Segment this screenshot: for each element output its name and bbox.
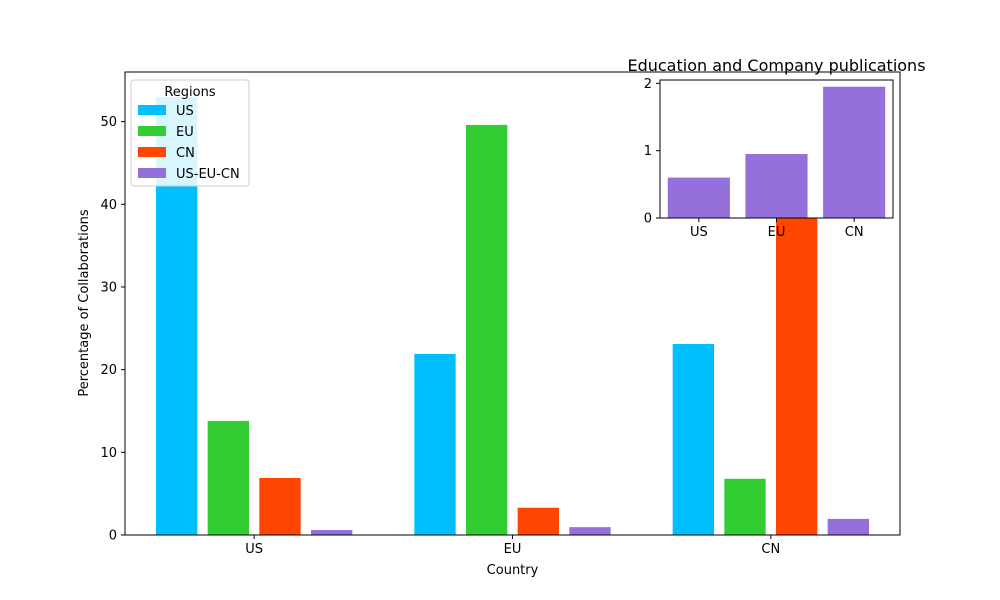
legend-swatch-us (138, 105, 166, 115)
inset-y-tick-label: 2 (644, 77, 652, 92)
main-x-axis-label: Country (487, 563, 539, 578)
main-y-axis-label: Percentage of Collaborations (77, 209, 92, 397)
legend: Regions US EU CN US-EU-CN (130, 79, 250, 187)
main-y-tick-label: 30 (100, 280, 117, 295)
inset-x-tick-label: EU (768, 225, 786, 240)
main-bar-eu-eu (466, 124, 508, 535)
legend-swatch-us-eu-cn (138, 168, 166, 178)
main-bar-cn-us (259, 477, 301, 535)
inset-y-tick-label: 0 (644, 212, 652, 227)
inset-bar-us-eu-cn-us (667, 177, 730, 218)
legend-label-cn: CN (176, 146, 195, 161)
main-bar-cn-eu (517, 507, 559, 535)
main-bar-us-cn (672, 344, 714, 535)
inset-bar-us-eu-cn-cn (823, 86, 886, 218)
legend-label-us: US (176, 104, 194, 119)
inset-chart-title: Education and Company publications (627, 56, 925, 75)
legend-label-us-eu-cn: US-EU-CN (176, 167, 240, 182)
legend-label-eu: EU (176, 125, 194, 140)
inset-y-tick-label: 1 (644, 144, 652, 159)
main-y-tick-label: 50 (100, 115, 117, 130)
main-y-tick-label: 20 (100, 363, 117, 378)
inset-x-tick-label: US (690, 225, 708, 240)
main-bar-us-eu-cn-cn (827, 518, 869, 535)
legend-swatch-eu (138, 126, 166, 136)
main-x-tick-label: EU (504, 542, 522, 557)
main-x-tick-label: CN (761, 542, 780, 557)
main-x-tick-label: US (245, 542, 263, 557)
inset-plot-area: US EU CN 0 1 2 (644, 77, 894, 240)
main-y-tick-label: 10 (100, 446, 117, 461)
main-y-tick-label: 0 (109, 529, 117, 544)
main-y-tick-label: 40 (100, 198, 117, 213)
inset-bar-us-eu-cn-eu (745, 154, 808, 218)
main-bar-us-eu-cn-us (311, 530, 353, 535)
main-bar-eu-cn (724, 478, 766, 535)
legend-title: Regions (164, 85, 216, 100)
main-bar-eu-us (207, 420, 249, 535)
inset-x-tick-label: CN (845, 225, 864, 240)
legend-swatch-cn (138, 147, 166, 157)
main-bar-us-eu (414, 353, 456, 535)
main-bar-us-eu-cn-eu (569, 527, 611, 535)
